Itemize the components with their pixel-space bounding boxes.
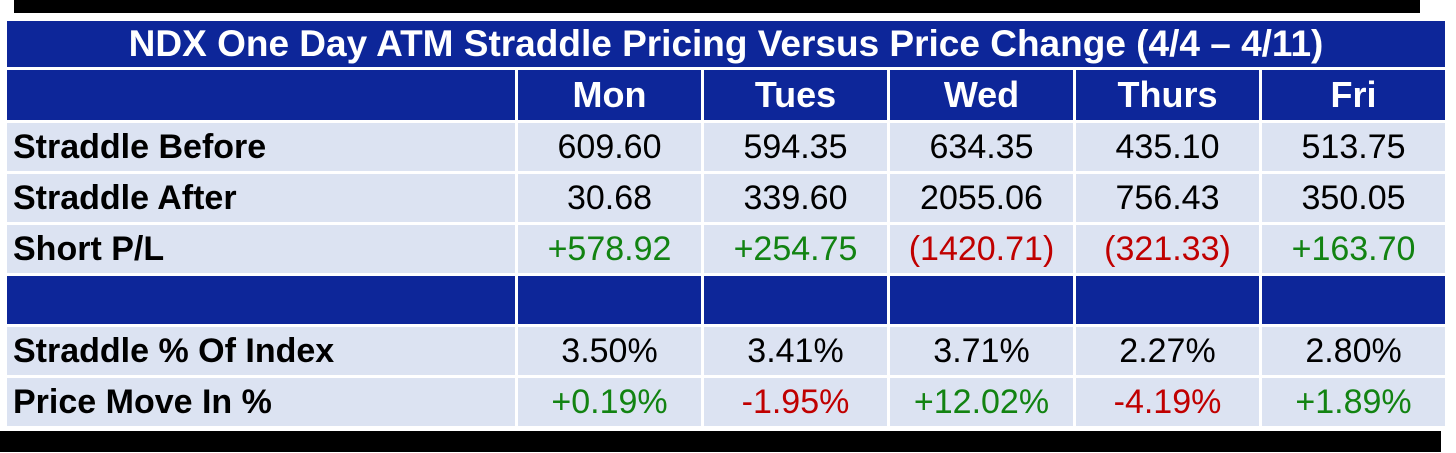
cell-value: +0.19% — [515, 375, 704, 429]
table-row-straddle-pct-of-index: Straddle % Of Index 3.50% 3.41% 3.71% 2.… — [4, 324, 1449, 378]
cell-value: 339.60 — [701, 171, 890, 225]
cell-value: +163.70 — [1258, 222, 1449, 276]
cell-value: 756.43 — [1073, 171, 1262, 225]
cell-value: 3.41% — [701, 324, 890, 378]
table-row-straddle-before: Straddle Before 609.60 594.35 634.35 435… — [4, 120, 1449, 174]
bottom-border-bar — [0, 431, 1441, 452]
table-title: NDX One Day ATM Straddle Pricing Versus … — [3, 18, 1449, 70]
cell-value: +12.02% — [887, 375, 1076, 429]
row-label: Straddle % Of Index — [4, 324, 518, 378]
cell-value: 634.35 — [887, 120, 1076, 174]
table-row-straddle-after: Straddle After 30.68 339.60 2055.06 756.… — [4, 171, 1449, 225]
row-label: Price Move In % — [4, 375, 518, 429]
column-header-tues: Tues — [701, 67, 890, 123]
separator-cell — [1258, 273, 1449, 327]
column-header-mon: Mon — [515, 67, 704, 123]
separator-row — [4, 273, 1449, 327]
cell-value: 2.80% — [1258, 324, 1449, 378]
cell-value: 3.50% — [515, 324, 704, 378]
straddle-pricing-table: NDX One Day ATM Straddle Pricing Versus … — [3, 18, 1449, 429]
cell-value: 2055.06 — [887, 171, 1076, 225]
cell-value: 3.71% — [887, 324, 1076, 378]
cell-value: +578.92 — [515, 222, 704, 276]
cell-value: (1420.71) — [887, 222, 1076, 276]
cell-value: -1.95% — [701, 375, 890, 429]
separator-cell — [1073, 273, 1262, 327]
separator-cell — [887, 273, 1076, 327]
row-label: Short P/L — [4, 222, 518, 276]
title-row: NDX One Day ATM Straddle Pricing Versus … — [3, 18, 1449, 70]
cell-value: 609.60 — [515, 120, 704, 174]
cell-value: 350.05 — [1258, 171, 1449, 225]
corner-empty-cell — [4, 67, 518, 123]
column-header-wed: Wed — [887, 67, 1076, 123]
cell-value: 30.68 — [515, 171, 704, 225]
cell-value: +1.89% — [1258, 375, 1449, 429]
cell-value: +254.75 — [701, 222, 890, 276]
separator-cell — [515, 273, 704, 327]
separator-cell — [4, 273, 518, 327]
cell-value: -4.19% — [1073, 375, 1262, 429]
row-label: Straddle After — [4, 171, 518, 225]
row-label: Straddle Before — [4, 120, 518, 174]
top-border-bar — [14, 0, 1420, 13]
column-header-row: Mon Tues Wed Thurs Fri — [4, 67, 1449, 123]
column-header-fri: Fri — [1258, 67, 1449, 123]
cell-value: 513.75 — [1258, 120, 1449, 174]
cell-value: 435.10 — [1073, 120, 1262, 174]
cell-value: (321.33) — [1073, 222, 1262, 276]
cell-value: 2.27% — [1073, 324, 1262, 378]
table-row-short-pl: Short P/L +578.92 +254.75 (1420.71) (321… — [4, 222, 1449, 276]
separator-cell — [701, 273, 890, 327]
table-row-price-move-pct: Price Move In % +0.19% -1.95% +12.02% -4… — [4, 375, 1449, 429]
cell-value: 594.35 — [701, 120, 890, 174]
column-header-thurs: Thurs — [1073, 67, 1262, 123]
